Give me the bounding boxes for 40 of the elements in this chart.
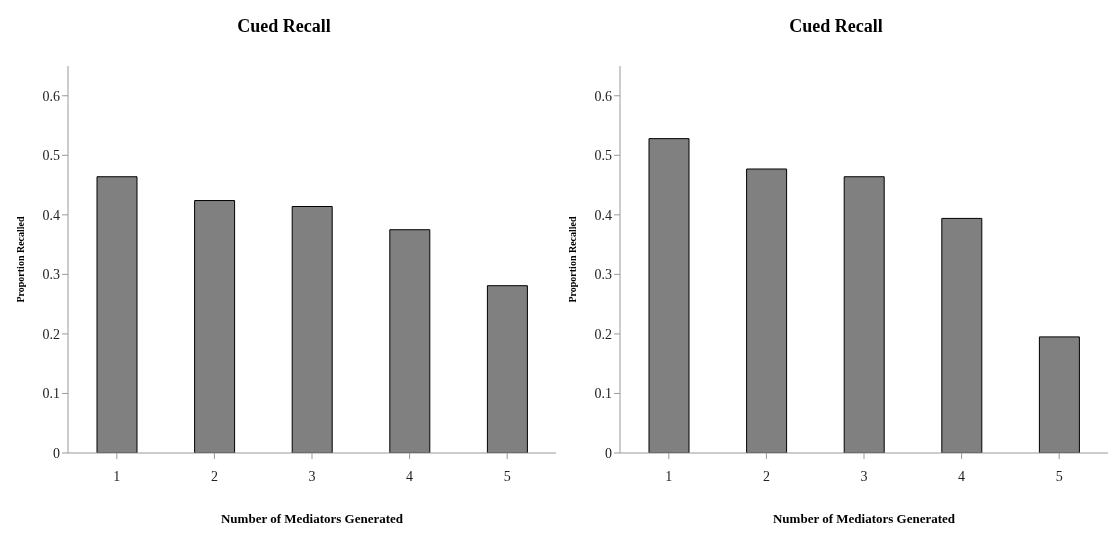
y-tick-label: 0 — [605, 445, 612, 461]
x-tick-label: 1 — [113, 468, 121, 484]
x-axis-title: Number of Mediators Generated — [772, 511, 956, 526]
bar — [486, 285, 528, 453]
y-tick-label: 0.6 — [42, 88, 60, 104]
bar — [648, 138, 690, 453]
bar — [389, 229, 431, 453]
x-tick-label: 1 — [665, 468, 673, 484]
x-tick-label: 4 — [958, 468, 966, 484]
bar — [746, 168, 788, 453]
x-axis-title: Number of Mediators Generated — [220, 511, 404, 526]
y-axis-title: Proportion Recalled — [566, 215, 578, 303]
y-tick-label: 0.3 — [42, 267, 60, 283]
y-axis-title: Proportion Recalled — [14, 215, 26, 303]
bar — [96, 176, 138, 453]
chart-title: Cued Recall — [236, 16, 332, 37]
x-tick-label: 3 — [860, 468, 868, 484]
y-tick-label: 0 — [53, 445, 60, 461]
bar — [941, 217, 983, 453]
y-tick-label: 0.2 — [42, 326, 60, 342]
bar — [194, 200, 236, 453]
x-tick-label: 3 — [308, 468, 316, 484]
x-tick-label: 4 — [406, 468, 414, 484]
chart-title: Cued Recall — [788, 16, 884, 37]
y-tick-label: 0.6 — [594, 88, 612, 104]
bar — [291, 206, 333, 453]
x-tick-label: 2 — [210, 468, 218, 484]
y-tick-label: 0.1 — [42, 386, 60, 402]
y-tick-label: 0.5 — [42, 148, 60, 164]
y-tick-label: 0.3 — [594, 267, 612, 283]
bar — [1038, 336, 1080, 453]
x-tick-label: 2 — [762, 468, 770, 484]
y-tick-label: 0.4 — [42, 207, 60, 223]
y-tick-label: 0.2 — [594, 326, 612, 342]
y-tick-label: 0.4 — [594, 207, 612, 223]
y-tick-label: 0.1 — [594, 386, 612, 402]
x-tick-label: 5 — [503, 468, 511, 484]
y-tick-label: 0.5 — [594, 148, 612, 164]
x-tick-label: 5 — [1055, 468, 1063, 484]
bar — [843, 176, 885, 453]
